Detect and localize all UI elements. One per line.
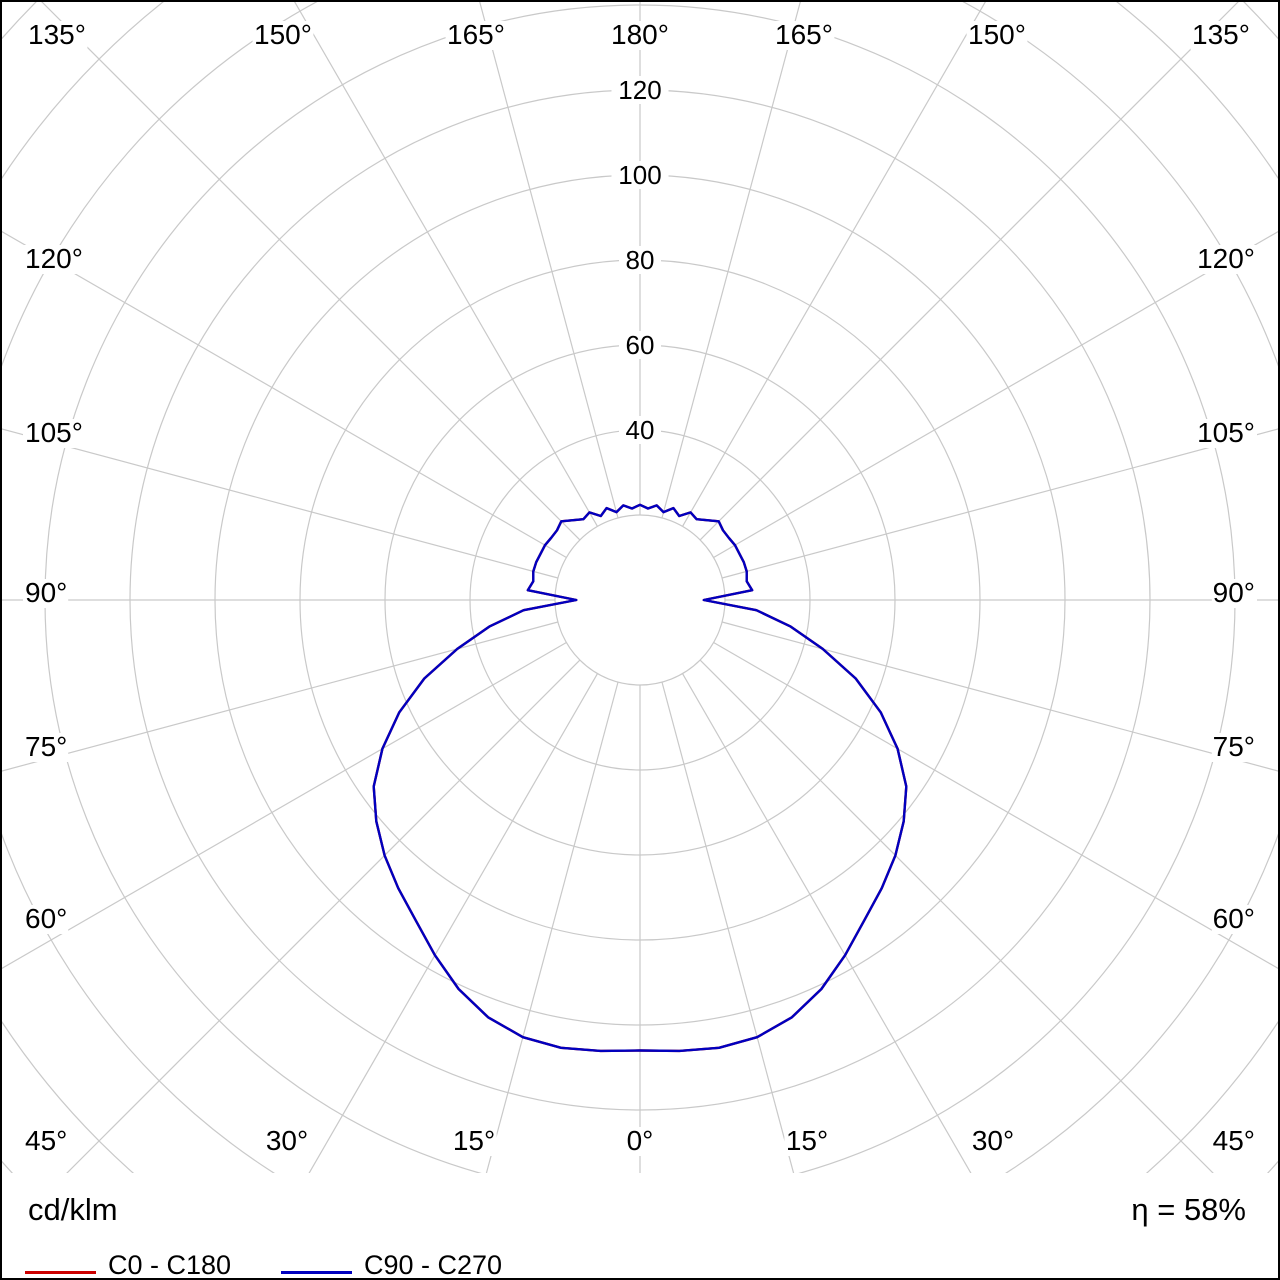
angle-label: 150°	[254, 19, 312, 50]
legend-swatch-c0-line	[25, 1271, 96, 1274]
ring-label-bg	[619, 246, 661, 274]
angle-label-bg	[1211, 733, 1257, 762]
ring-label-bg	[619, 331, 661, 359]
angle-label-bg	[1196, 419, 1257, 448]
angle-label-bg	[26, 21, 88, 50]
angle-label: 75°	[25, 731, 67, 762]
angle-label: 120°	[25, 243, 83, 274]
angle-label: 120°	[1197, 243, 1255, 274]
angle-label: 90°	[25, 577, 67, 608]
legend-label-c90: C90 - C270	[364, 1250, 503, 1280]
angle-label: 105°	[1197, 417, 1255, 448]
angle-label-bg	[1211, 1127, 1257, 1156]
angle-label-bg	[625, 1127, 655, 1156]
angle-label-bg	[1196, 245, 1257, 274]
angle-label-bg	[1190, 21, 1252, 50]
grid-spoke	[2, 621, 559, 772]
angle-label: 30°	[972, 1125, 1014, 1156]
legend-label-c0: C0 - C180	[108, 1250, 232, 1280]
ring-label: 120	[618, 75, 661, 105]
angle-label: 15°	[453, 1125, 495, 1156]
angle-label: 45°	[25, 1125, 67, 1156]
angle-label: 105°	[25, 417, 83, 448]
grid-spoke	[681, 2, 986, 527]
angle-label-bg	[966, 21, 1028, 50]
angle-label-bg	[252, 21, 314, 50]
angle-label: 0°	[627, 1125, 654, 1156]
grid-spoke	[713, 641, 1278, 970]
angle-label-bg	[264, 1127, 310, 1156]
grid-spoke	[713, 230, 1278, 559]
angle-label-bg	[23, 245, 84, 274]
grid-spoke	[66, 659, 581, 1173]
angle-label-bg	[773, 21, 835, 50]
angle-label: 60°	[25, 903, 67, 934]
grid-spoke	[681, 673, 972, 1173]
angle-label: 30°	[266, 1125, 308, 1156]
grid-spoke	[479, 2, 619, 519]
angle-label-bg	[23, 419, 84, 448]
ring-label: 100	[618, 160, 661, 190]
ring-label-bg	[611, 76, 669, 104]
ring-label-bg	[619, 416, 661, 444]
grid-spoke	[699, 659, 1214, 1173]
angle-label: 135°	[1192, 19, 1250, 50]
angle-label: 150°	[968, 19, 1026, 50]
ring-label-bg	[611, 161, 669, 189]
angle-label: 15°	[786, 1125, 828, 1156]
angle-label-bg	[1211, 905, 1257, 934]
ring-label: 60	[626, 330, 655, 360]
grid-spoke	[2, 641, 567, 970]
angle-label-bg	[23, 905, 69, 934]
units-label: cd/klm	[28, 1192, 118, 1227]
efficiency-value: η = 58%	[1131, 1192, 1246, 1227]
grid-spoke	[2, 428, 559, 579]
grid-spoke	[308, 673, 599, 1173]
grid-spoke	[699, 2, 1239, 541]
angle-label-bg	[970, 1127, 1016, 1156]
angle-label-bg	[23, 579, 69, 608]
angle-label: 90°	[1213, 577, 1255, 608]
legend-swatch-c90-line	[281, 1271, 352, 1274]
curve-C90-C270	[372, 503, 908, 1053]
angle-label-bg	[451, 1127, 497, 1156]
grid-spoke	[41, 2, 581, 541]
grid-spoke	[721, 621, 1278, 772]
angle-label-bg	[23, 733, 69, 762]
grid-ring	[554, 514, 726, 686]
angle-label: 60°	[1213, 903, 1255, 934]
angle-label: 180°	[611, 19, 669, 50]
grid-spoke	[485, 681, 619, 1173]
grid-spoke	[661, 2, 801, 519]
ring-label: 80	[626, 245, 655, 275]
angle-label: 75°	[1213, 731, 1255, 762]
grid-spoke	[721, 428, 1278, 579]
angle-label: 45°	[1213, 1125, 1255, 1156]
grid-spoke	[661, 681, 795, 1173]
angle-label-bg	[609, 21, 671, 50]
grid-spoke	[2, 230, 567, 559]
angle-label: 135°	[28, 19, 86, 50]
angle-label: 165°	[775, 19, 833, 50]
angle-label-bg	[784, 1127, 830, 1156]
angle-label-bg	[23, 1127, 69, 1156]
grid-spoke	[294, 2, 599, 527]
angle-label-bg	[445, 21, 507, 50]
ring-label: 40	[626, 415, 655, 445]
angle-label: 165°	[447, 19, 505, 50]
angle-label-bg	[1211, 579, 1257, 608]
